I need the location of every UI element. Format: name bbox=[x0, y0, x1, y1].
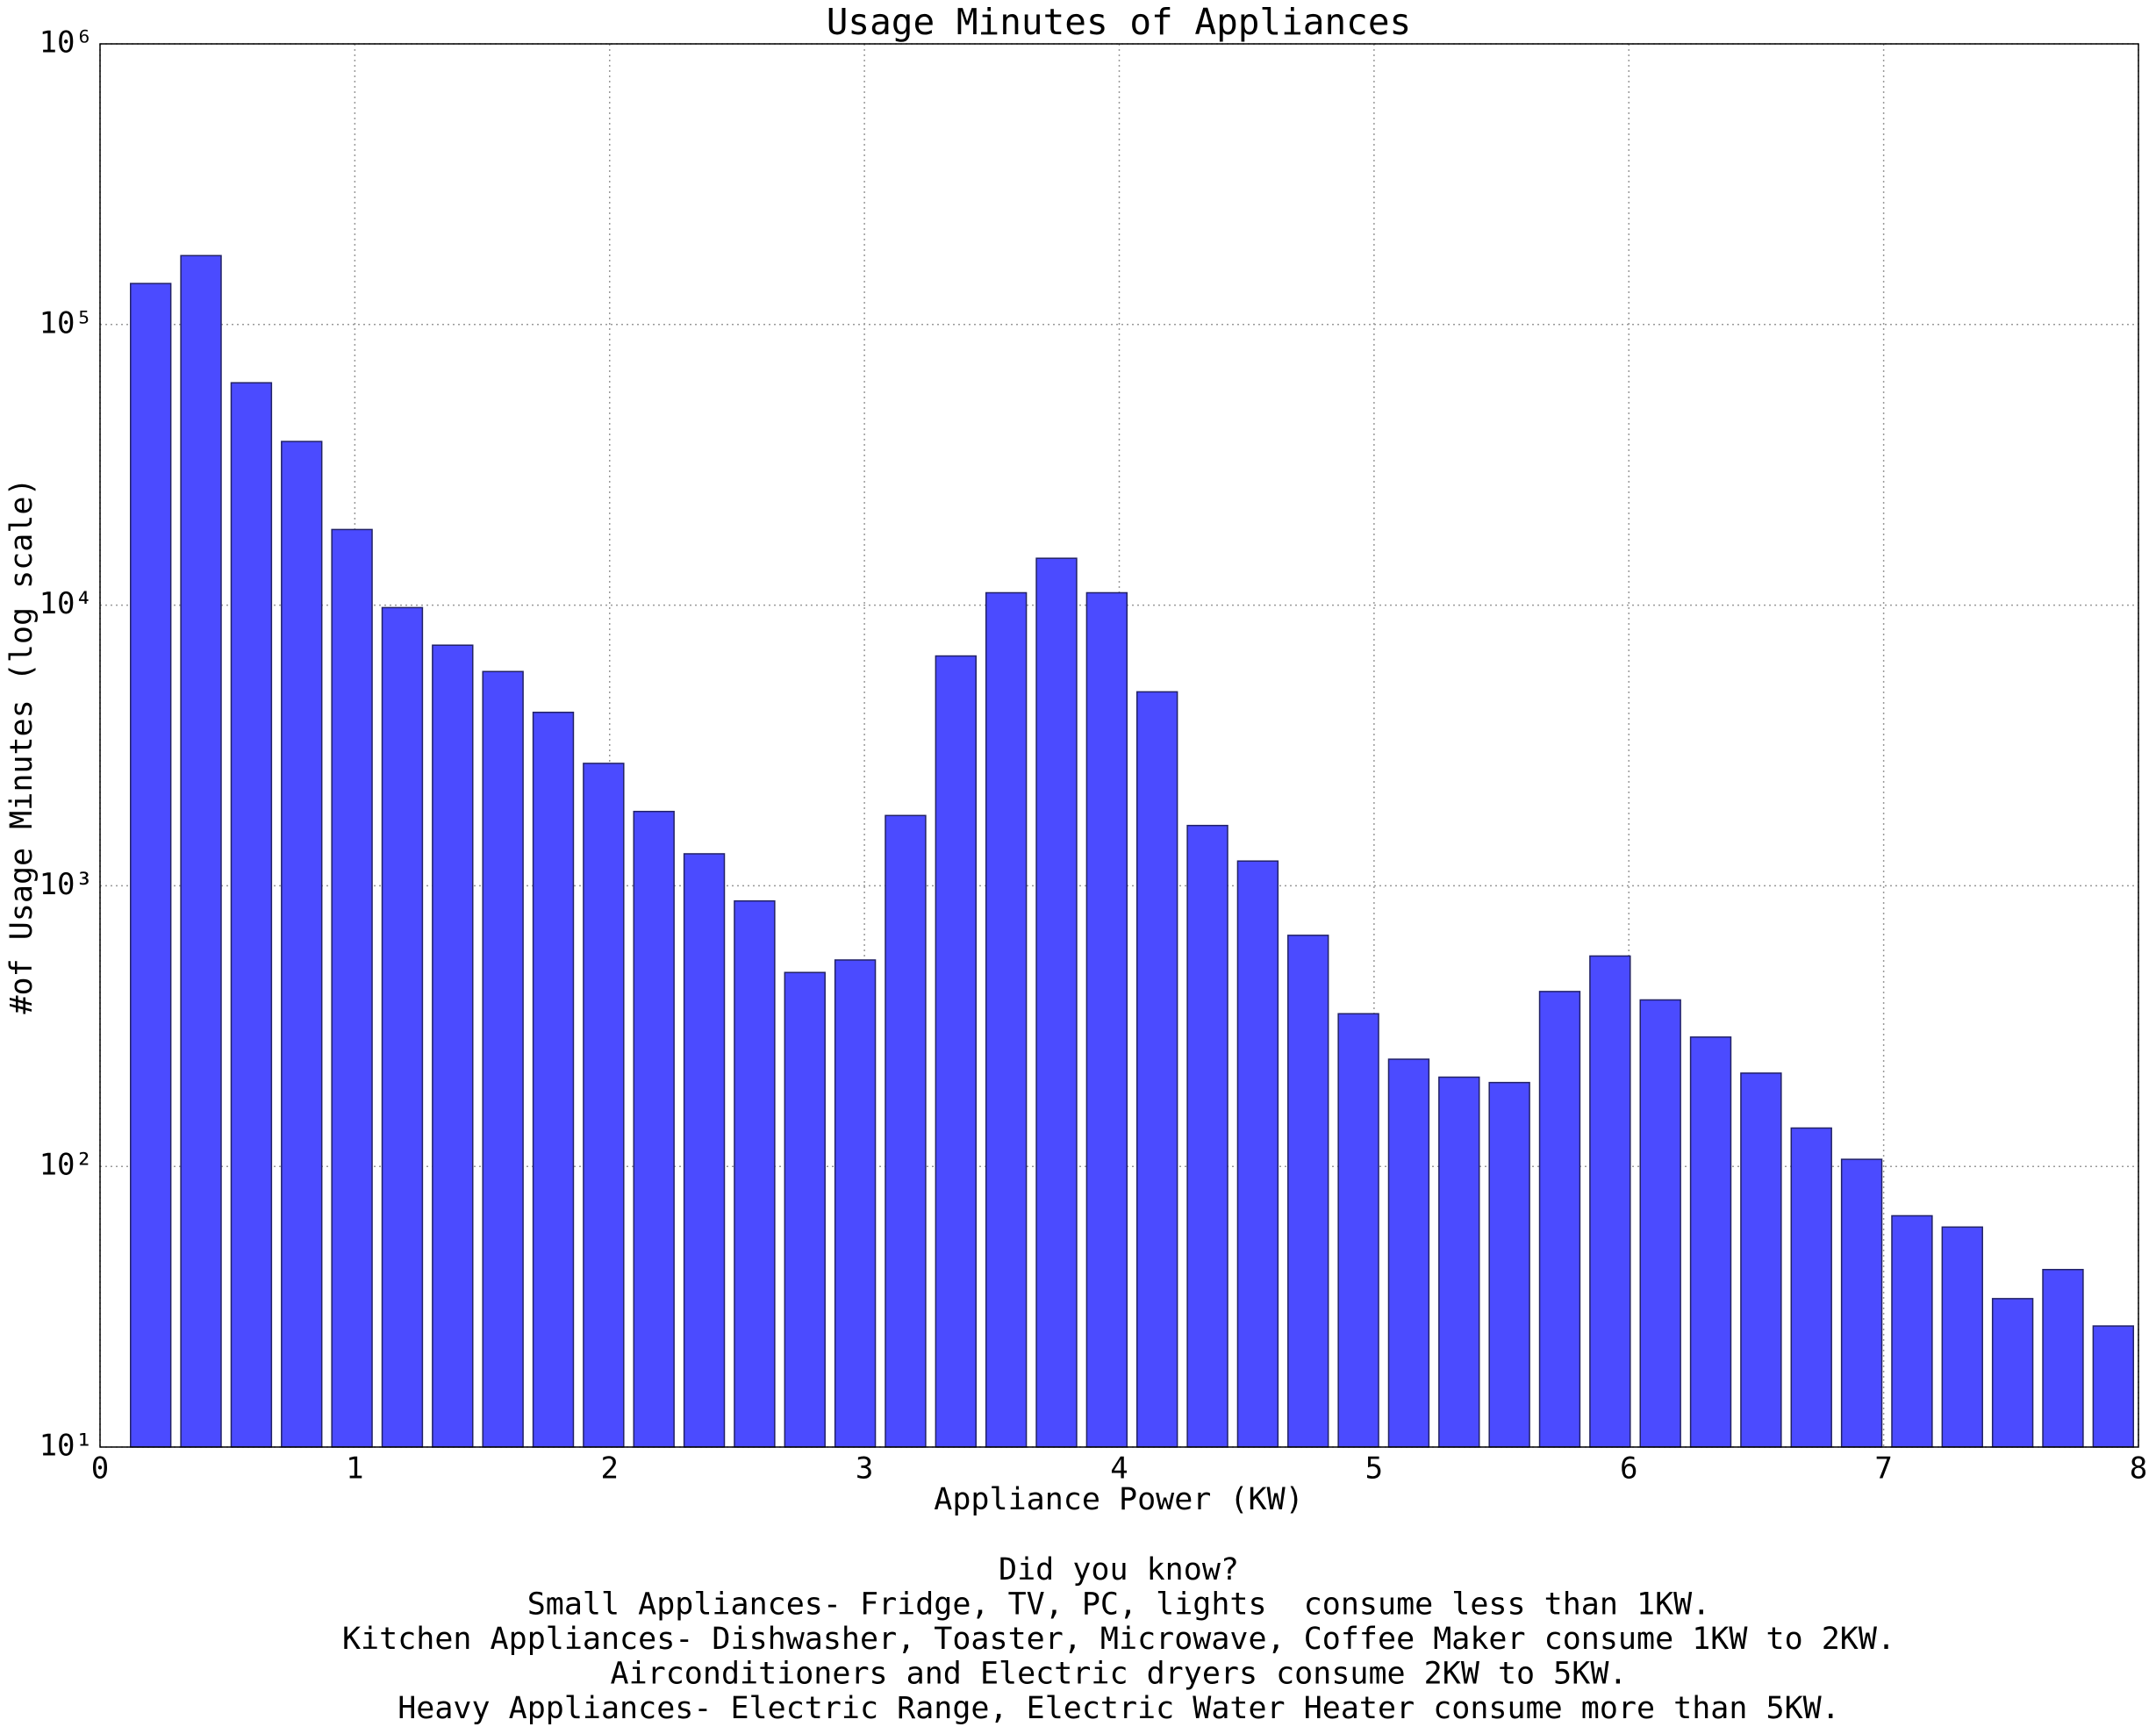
bar bbox=[1136, 691, 1178, 1448]
y-tick-label: 10⁴ bbox=[39, 586, 93, 621]
bar bbox=[1538, 991, 1581, 1448]
x-tick-label: 0 bbox=[91, 1451, 109, 1487]
bar bbox=[1085, 591, 1128, 1448]
x-tick-label: 6 bbox=[1620, 1451, 1637, 1487]
y-axis-label: #of Usage Minutes (log scale) bbox=[4, 477, 39, 1014]
bar bbox=[1740, 1072, 1782, 1448]
bar bbox=[834, 959, 877, 1448]
bar bbox=[432, 644, 474, 1448]
y-tick-label: 10¹ bbox=[39, 1429, 93, 1464]
bar bbox=[1387, 1058, 1430, 1448]
bar bbox=[1991, 1298, 2034, 1448]
bar bbox=[482, 670, 524, 1448]
bar bbox=[130, 283, 172, 1448]
y-tick-label: 10³ bbox=[39, 867, 93, 902]
bar bbox=[1287, 935, 1329, 1448]
bar bbox=[885, 814, 927, 1448]
bar bbox=[1236, 860, 1279, 1448]
bar bbox=[1689, 1036, 1732, 1448]
bar bbox=[1438, 1076, 1480, 1448]
y-tick-label: 10⁵ bbox=[39, 305, 93, 340]
bar bbox=[1639, 999, 1681, 1448]
x-tick-label: 7 bbox=[1874, 1451, 1892, 1487]
annotation-line: Heavy Appliances- Electric Range, Electr… bbox=[398, 1691, 1840, 1726]
x-axis-label: Appliance Power (KW) bbox=[934, 1482, 1303, 1517]
annotation-line: Kitchen Appliances- Dishwasher, Toaster,… bbox=[342, 1622, 1895, 1657]
bar bbox=[1186, 824, 1228, 1448]
chart-title: Usage Minutes of Appliances bbox=[827, 1, 1411, 43]
bar bbox=[2092, 1325, 2135, 1448]
y-tick-label: 10⁶ bbox=[39, 25, 93, 61]
bar bbox=[1790, 1127, 1832, 1448]
x-tick-label: 4 bbox=[1110, 1451, 1128, 1487]
x-tick-label: 1 bbox=[346, 1451, 363, 1487]
annotation-line: Small Appliances- Fridge, TV, PC, lights… bbox=[527, 1587, 1711, 1623]
bar bbox=[583, 763, 625, 1448]
bar bbox=[281, 441, 323, 1448]
bar bbox=[230, 382, 273, 1448]
bar bbox=[180, 254, 222, 1448]
plot-frame bbox=[99, 43, 2139, 1448]
bar bbox=[1337, 1013, 1379, 1448]
bar bbox=[985, 591, 1028, 1448]
bar bbox=[1840, 1158, 1883, 1448]
bar bbox=[2042, 1268, 2084, 1448]
bar bbox=[1891, 1215, 1933, 1448]
bar bbox=[1589, 955, 1631, 1448]
bar bbox=[1941, 1226, 1983, 1448]
bar bbox=[784, 971, 826, 1448]
x-tick-label: 5 bbox=[1365, 1451, 1383, 1487]
x-tick-label: 2 bbox=[601, 1451, 619, 1487]
bar bbox=[683, 853, 726, 1448]
x-tick-label: 8 bbox=[2130, 1451, 2147, 1487]
y-tick-label: 10² bbox=[39, 1148, 93, 1183]
bar bbox=[331, 528, 373, 1448]
annotation-line: Did you know? bbox=[999, 1552, 1239, 1587]
bar bbox=[1488, 1081, 1530, 1448]
bar bbox=[532, 711, 575, 1448]
annotation-line: Airconditioners and Electric dryers cons… bbox=[611, 1657, 1628, 1692]
x-tick-label: 3 bbox=[856, 1451, 873, 1487]
bar bbox=[381, 606, 424, 1448]
bar bbox=[734, 899, 776, 1448]
bar bbox=[633, 810, 675, 1448]
bar bbox=[935, 655, 977, 1448]
bar bbox=[1035, 557, 1078, 1448]
